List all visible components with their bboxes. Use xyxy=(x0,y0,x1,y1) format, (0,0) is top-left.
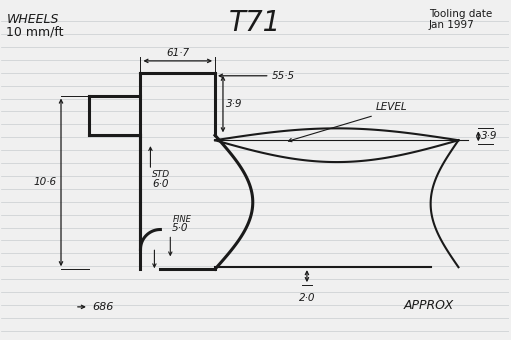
Text: 10·6: 10·6 xyxy=(34,177,57,187)
Text: FINE: FINE xyxy=(172,215,191,224)
Text: 686: 686 xyxy=(92,302,113,312)
Text: 55·5: 55·5 xyxy=(272,71,295,81)
Text: 6·0: 6·0 xyxy=(152,179,169,189)
Text: STD: STD xyxy=(152,170,171,179)
Text: Jan 1997: Jan 1997 xyxy=(429,20,474,30)
Text: LEVEL: LEVEL xyxy=(376,102,408,113)
Text: 61·7: 61·7 xyxy=(166,48,189,58)
Text: 10 mm/ft: 10 mm/ft xyxy=(6,25,64,38)
Text: APPROX: APPROX xyxy=(404,299,454,312)
Text: T71: T71 xyxy=(228,9,281,37)
Text: Tooling date: Tooling date xyxy=(429,9,492,19)
Text: 3·9: 3·9 xyxy=(226,99,242,109)
Text: 5·0: 5·0 xyxy=(172,223,189,233)
Text: 2·0: 2·0 xyxy=(299,293,315,303)
Text: WHEELS: WHEELS xyxy=(6,13,59,26)
Text: 3·9: 3·9 xyxy=(481,131,498,141)
